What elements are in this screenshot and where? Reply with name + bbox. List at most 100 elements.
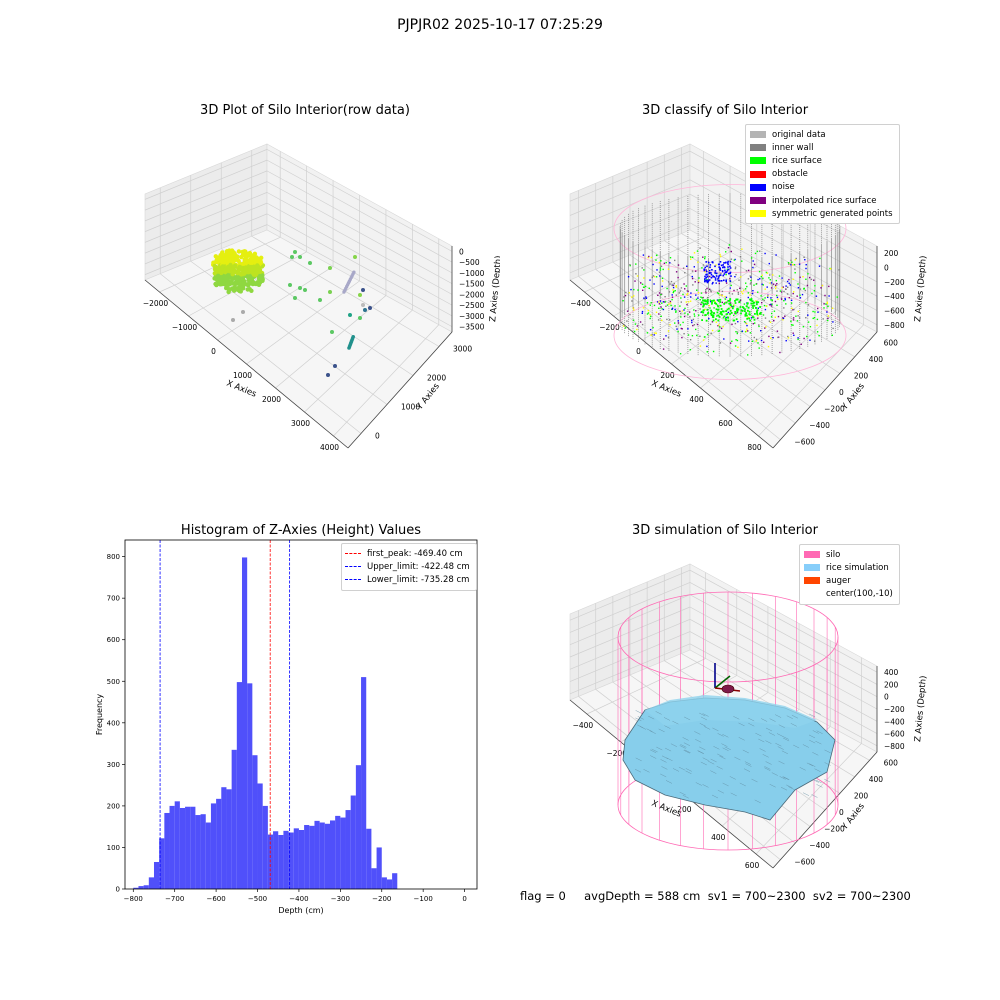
raw-point xyxy=(293,250,297,254)
classified-point xyxy=(750,279,752,282)
histogram-bar xyxy=(361,677,367,889)
noise-point xyxy=(719,261,722,263)
rice-mesh-line xyxy=(672,768,680,772)
classified-point xyxy=(662,348,665,350)
grid-line xyxy=(144,192,268,243)
rice-mesh-line xyxy=(759,748,766,752)
y-tick-label: 200 xyxy=(107,802,120,810)
grid-line xyxy=(689,569,878,673)
classified-point xyxy=(744,322,747,324)
noise-point xyxy=(729,260,732,263)
classified-point xyxy=(669,283,671,285)
classified-point xyxy=(724,302,726,304)
noise-point xyxy=(705,279,708,282)
classified-point xyxy=(752,266,754,269)
grid-line xyxy=(569,643,691,695)
rice-mesh-line xyxy=(684,716,691,721)
rice-surface-point xyxy=(756,309,759,312)
classified-point xyxy=(685,301,687,303)
classified-point xyxy=(813,317,816,319)
rice-surface-point xyxy=(725,313,728,316)
rice-mesh-line xyxy=(684,749,691,753)
grid-line xyxy=(144,181,268,232)
classified-point xyxy=(788,297,790,299)
classified-point xyxy=(677,264,680,266)
rice-mesh-line xyxy=(661,766,668,770)
classified-point xyxy=(745,323,748,325)
classified-point xyxy=(824,294,826,297)
classified-point xyxy=(647,256,649,259)
x-tick-label: −100 xyxy=(414,895,433,903)
grid-line xyxy=(275,295,387,389)
classified-point xyxy=(827,317,829,320)
classified-point xyxy=(780,291,783,293)
classified-point xyxy=(753,336,755,339)
classified-point xyxy=(741,248,743,250)
classified-point xyxy=(658,307,660,309)
classified-point xyxy=(706,333,709,336)
classified-point xyxy=(680,297,682,299)
noise-point xyxy=(719,267,721,269)
classified-point xyxy=(691,270,694,272)
classified-point xyxy=(736,289,738,291)
classified-point xyxy=(752,260,754,262)
rice-mesh-line xyxy=(679,791,686,796)
classified-point xyxy=(776,290,778,292)
histogram-bar xyxy=(257,783,263,889)
legend-item-center: center(100,-10) xyxy=(804,588,893,601)
rice-surface-point xyxy=(750,302,753,305)
classified-point xyxy=(627,276,630,278)
z-tick-label: −800 xyxy=(884,321,905,330)
rice-surface-point xyxy=(746,317,749,320)
rice-surface-point xyxy=(707,311,710,314)
classified-point xyxy=(784,299,786,301)
classified-point xyxy=(711,329,714,332)
rice-mesh-line xyxy=(656,746,663,751)
raw-point xyxy=(293,296,297,300)
rice-surface-point xyxy=(734,302,737,304)
classified-point xyxy=(758,347,760,349)
classified-point xyxy=(691,321,693,324)
classified-point xyxy=(798,263,801,265)
classified-point xyxy=(651,333,653,336)
rice-surface-point xyxy=(706,302,709,304)
classified-point xyxy=(636,275,639,277)
grid-line xyxy=(569,150,691,202)
classified-point xyxy=(739,256,742,258)
classified-point xyxy=(782,317,785,320)
classified-point xyxy=(675,311,677,313)
legend-swatch xyxy=(750,131,766,139)
rice-mesh-line xyxy=(661,755,669,759)
classified-point xyxy=(699,299,701,301)
histogram-bars xyxy=(133,557,398,889)
classified-point xyxy=(647,309,649,312)
rice-mesh-line xyxy=(716,766,723,770)
classified-point xyxy=(676,328,678,330)
z-axis-label: Z Axies (Depth) xyxy=(913,255,929,322)
rice-surface-point xyxy=(702,305,704,308)
raw-point xyxy=(326,373,330,377)
raw-point xyxy=(256,280,262,285)
classified-point xyxy=(799,276,801,278)
x-tick-label: −200 xyxy=(606,749,627,758)
rice-surface-point xyxy=(744,314,747,317)
classified-point xyxy=(677,320,679,322)
rice-mesh-line xyxy=(635,717,642,722)
classified-point xyxy=(675,271,678,273)
rice-surface-point xyxy=(711,302,713,304)
classified-point xyxy=(655,276,658,278)
rice-mesh-line xyxy=(666,757,673,761)
classified-point xyxy=(785,288,787,290)
classified-point xyxy=(662,308,665,311)
classified-point xyxy=(725,251,727,253)
rice-mesh-line xyxy=(777,746,784,750)
classified-point xyxy=(695,310,697,312)
classified-point xyxy=(774,316,776,318)
rice-surface-point xyxy=(713,312,715,315)
classified-point xyxy=(819,257,821,260)
classified-point xyxy=(806,335,808,338)
classified-point xyxy=(661,280,664,282)
rice-surface-point xyxy=(717,309,719,311)
classified-point xyxy=(680,312,682,315)
noise-point xyxy=(729,280,732,282)
